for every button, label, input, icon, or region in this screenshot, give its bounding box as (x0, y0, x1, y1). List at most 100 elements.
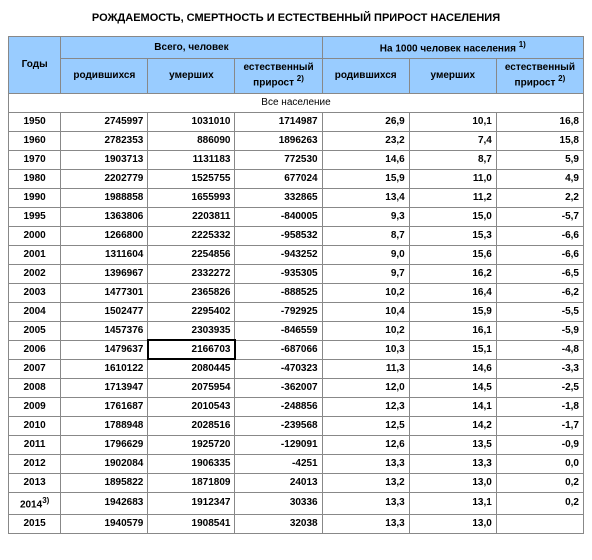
cell-died-abs: 2080445 (148, 359, 235, 378)
cell-died-rate: 11,0 (409, 169, 496, 188)
cell-inc-rate: -4,8 (496, 340, 583, 359)
cell-year: 1990 (9, 188, 61, 207)
cell-year: 2003 (9, 283, 61, 302)
cell-inc-abs: -239568 (235, 416, 322, 435)
cell-year: 1970 (9, 150, 61, 169)
table-row: 20143)194268319123473033613,313,10,2 (9, 492, 584, 514)
cell-born-rate: 10,4 (322, 302, 409, 321)
cell-died-abs: 2254856 (148, 245, 235, 264)
cell-died-rate: 11,2 (409, 188, 496, 207)
cell-born-rate: 12,6 (322, 435, 409, 454)
cell-inc-rate: -1,8 (496, 397, 583, 416)
table-header: Годы Всего, человек На 1000 человек насе… (9, 37, 584, 113)
cell-born-abs: 1903713 (61, 150, 148, 169)
table-row: 19701903713113118377253014,68,75,9 (9, 150, 584, 169)
cell-inc-rate: -5,7 (496, 207, 583, 226)
cell-died-abs: 1925720 (148, 435, 235, 454)
cell-inc-abs: -943252 (235, 245, 322, 264)
cell-died-rate: 14,2 (409, 416, 496, 435)
cell-inc-rate: -6,2 (496, 283, 583, 302)
cell-born-rate: 9,0 (322, 245, 409, 264)
table-body: 195027459971031010171498726,910,116,8196… (9, 112, 584, 533)
cell-born-rate: 9,3 (322, 207, 409, 226)
cell-inc-rate: 5,9 (496, 150, 583, 169)
cell-inc-abs: 772530 (235, 150, 322, 169)
cell-inc-abs: -840005 (235, 207, 322, 226)
cell-born-abs: 2745997 (61, 112, 148, 131)
cell-born-rate: 13,4 (322, 188, 409, 207)
cell-inc-rate: -0,9 (496, 435, 583, 454)
cell-inc-rate: -6,6 (496, 245, 583, 264)
cell-inc-abs: 1714987 (235, 112, 322, 131)
table-row: 200213969672332272-9353059,716,2-6,5 (9, 264, 584, 283)
cell-year: 20143) (9, 492, 61, 514)
cell-died-rate: 16,2 (409, 264, 496, 283)
table-row: 200514573762303935-84655910,216,1-5,9 (9, 321, 584, 340)
cell-died-rate: 13,5 (409, 435, 496, 454)
cell-died-abs: 2028516 (148, 416, 235, 435)
cell-year: 2012 (9, 454, 61, 473)
cell-born-rate: 13,3 (322, 514, 409, 533)
cell-born-abs: 1940579 (61, 514, 148, 533)
cell-year: 2005 (9, 321, 61, 340)
header-total: Всего, человек (61, 37, 322, 59)
header-born-abs: родившихся (61, 59, 148, 93)
cell-inc-abs: 32038 (235, 514, 322, 533)
cell-died-rate: 13,0 (409, 473, 496, 492)
table-row: 199513638062203811-8400059,315,0-5,7 (9, 207, 584, 226)
cell-inc-rate: 4,9 (496, 169, 583, 188)
cell-born-abs: 1457376 (61, 321, 148, 340)
cell-born-abs: 1788948 (61, 416, 148, 435)
cell-died-abs: 2332272 (148, 264, 235, 283)
table-row: 19602782353886090189626323,27,415,8 (9, 131, 584, 150)
cell-inc-abs: -687066 (235, 340, 322, 359)
header-died-abs: умерших (148, 59, 235, 93)
cell-died-abs: 2075954 (148, 378, 235, 397)
header-born-rate: родившихся (322, 59, 409, 93)
cell-died-rate: 7,4 (409, 131, 496, 150)
cell-year: 2004 (9, 302, 61, 321)
cell-born-abs: 1761687 (61, 397, 148, 416)
cell-born-rate: 14,6 (322, 150, 409, 169)
cell-born-abs: 1266800 (61, 226, 148, 245)
cell-inc-abs: 1896263 (235, 131, 322, 150)
cell-born-rate: 12,0 (322, 378, 409, 397)
table-row: 200917616872010543-24885612,314,1-1,8 (9, 397, 584, 416)
cell-died-rate: 16,4 (409, 283, 496, 302)
cell-died-rate: 15,0 (409, 207, 496, 226)
cell-born-abs: 1477301 (61, 283, 148, 302)
table-row: 200614796372166703-68706610,315,1-4,8 (9, 340, 584, 359)
cell-born-abs: 1610122 (61, 359, 148, 378)
cell-inc-abs: -470323 (235, 359, 322, 378)
header-years: Годы (9, 37, 61, 94)
table-row: 195027459971031010171498726,910,116,8 (9, 112, 584, 131)
cell-born-rate: 12,3 (322, 397, 409, 416)
cell-died-abs: 1906335 (148, 454, 235, 473)
cell-died-rate: 15,6 (409, 245, 496, 264)
header-inc-rate: естественный прирост 2) (496, 59, 583, 93)
table-row: 201017889482028516-23956812,514,2-1,7 (9, 416, 584, 435)
cell-born-rate: 26,9 (322, 112, 409, 131)
cell-year: 1950 (9, 112, 61, 131)
cell-born-rate: 10,3 (322, 340, 409, 359)
cell-inc-abs: -958532 (235, 226, 322, 245)
cell-born-abs: 1796629 (61, 435, 148, 454)
cell-inc-rate: -1,7 (496, 416, 583, 435)
cell-year: 2006 (9, 340, 61, 359)
table-row: 19802202779152575567702415,911,04,9 (9, 169, 584, 188)
cell-born-rate: 12,5 (322, 416, 409, 435)
cell-died-abs: 2166703 (148, 340, 235, 359)
cell-born-rate: 9,7 (322, 264, 409, 283)
cell-inc-abs: -792925 (235, 302, 322, 321)
cell-inc-rate: 16,8 (496, 112, 583, 131)
cell-inc-rate: 0,2 (496, 492, 583, 514)
cell-died-abs: 1525755 (148, 169, 235, 188)
cell-born-abs: 1396967 (61, 264, 148, 283)
cell-born-rate: 13,3 (322, 454, 409, 473)
cell-inc-rate: -3,3 (496, 359, 583, 378)
cell-died-abs: 2295402 (148, 302, 235, 321)
subheader-all-population: Все население (9, 93, 584, 112)
cell-year: 2008 (9, 378, 61, 397)
table-row: 200716101222080445-47032311,314,6-3,3 (9, 359, 584, 378)
cell-born-abs: 2202779 (61, 169, 148, 188)
